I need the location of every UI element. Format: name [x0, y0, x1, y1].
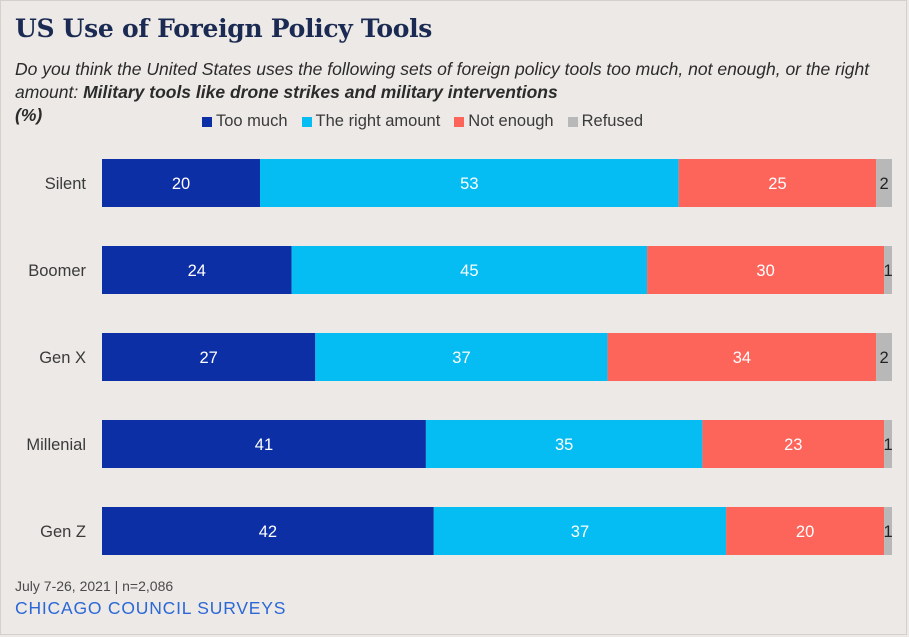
bar-gen-z-refused [884, 507, 892, 555]
legend: Too much The right amount Not enough Ref… [202, 112, 643, 131]
data-label-gen-x-the-right-amount: 37 [452, 349, 470, 367]
legend-label-not-enough: Not enough [468, 112, 554, 130]
bar-boomer-the-right-amount [291, 246, 648, 294]
data-label-boomer-not-enough: 30 [756, 262, 774, 280]
data-label-gen-z-the-right-amount: 37 [571, 523, 589, 541]
subtitle-unit: (%) [15, 105, 43, 125]
legend-item-not-enough: Not enough [454, 112, 554, 131]
legend-swatch-not-enough [454, 116, 465, 127]
source-brand: CHICAGO COUNCIL SURVEYS [15, 598, 287, 618]
data-label-silent-the-right-amount: 53 [460, 175, 478, 193]
category-label-gen-x: Gen X [39, 349, 86, 367]
bar-boomer-too-much [102, 246, 292, 294]
data-label-gen-z-too-much: 42 [259, 523, 277, 541]
legend-label-right-amount: The right amount [315, 112, 441, 130]
category-label-boomer: Boomer [28, 262, 86, 280]
bar-gen-x-the-right-amount [315, 333, 608, 381]
bar-millenial-not-enough [702, 420, 885, 468]
category-label-gen-z: Gen Z [40, 523, 86, 541]
data-label-gen-x-refused: 2 [880, 349, 889, 367]
legend-swatch-refused [567, 116, 578, 127]
bar-gen-z-the-right-amount [433, 507, 727, 555]
data-label-gen-z-refused: 1 [883, 523, 892, 541]
legend-item-right-amount: The right amount [301, 112, 441, 131]
subtitle-topic: Military tools like drone strikes and mi… [83, 82, 558, 102]
data-label-silent-too-much: 20 [172, 175, 190, 193]
legend-swatch-right-amount [301, 116, 312, 127]
legend-label-refused: Refused [581, 112, 644, 130]
bar-silent-the-right-amount [260, 159, 679, 207]
bar-gen-z-too-much [102, 507, 434, 555]
bar-silent-refused [876, 159, 892, 207]
data-label-silent-not-enough: 25 [768, 175, 786, 193]
bar-gen-x-too-much [102, 333, 316, 381]
data-label-boomer-the-right-amount: 45 [460, 262, 478, 280]
footer-note: July 7-26, 2021 | n=2,086 [15, 578, 174, 594]
bar-boomer-not-enough [647, 246, 885, 294]
data-label-gen-z-not-enough: 20 [796, 523, 814, 541]
legend-swatch-too-much [202, 116, 212, 127]
bar-millenial-the-right-amount [425, 420, 703, 468]
bar-gen-x-refused [876, 333, 892, 381]
stacked-bar-chart: Silent 20 53 25 2 Boomer 24 45 30 1 Gen X 27 37 34 2 Mi… [26, 159, 893, 555]
data-label-silent-refused: 2 [880, 175, 889, 193]
legend-item-refused: Refused [567, 112, 644, 131]
subtitle-question: Do you think the United States uses the … [15, 59, 870, 102]
data-label-millenial-too-much: 41 [255, 436, 273, 454]
bar-silent-too-much [102, 159, 260, 207]
bar-gen-z-not-enough [726, 507, 885, 555]
chart-title: US Use of Foreign Policy Tools [15, 14, 433, 43]
bar-silent-not-enough [678, 159, 877, 207]
data-label-boomer-refused: 1 [883, 262, 892, 280]
bar-millenial-too-much [102, 420, 426, 468]
bar-boomer-refused [884, 246, 892, 294]
data-label-millenial-not-enough: 23 [784, 436, 802, 454]
bar-gen-x-not-enough [607, 333, 877, 381]
data-label-gen-x-not-enough: 34 [733, 349, 751, 367]
chart-subtitle: Do you think the United States uses the … [15, 58, 895, 127]
legend-label-too-much: Too much [216, 112, 288, 130]
bar-millenial-refused [884, 420, 892, 468]
data-label-millenial-the-right-amount: 35 [555, 436, 573, 454]
data-label-gen-x-too-much: 27 [199, 349, 217, 367]
legend-item-too-much: Too much [202, 112, 288, 131]
data-label-millenial-refused: 1 [883, 436, 892, 454]
data-label-boomer-too-much: 24 [188, 262, 206, 280]
category-label-silent: Silent [45, 175, 87, 193]
category-label-millenial: Millenial [26, 436, 86, 454]
